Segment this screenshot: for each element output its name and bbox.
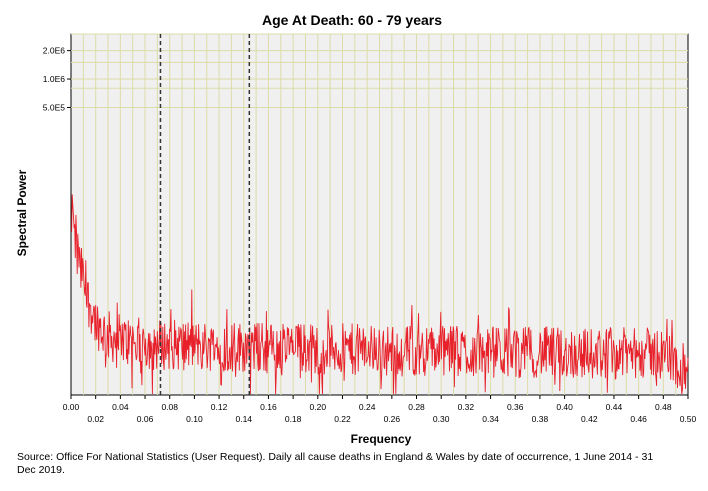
- y-tick-label: 1.0E6: [43, 74, 65, 84]
- x-tick-label: 0.32: [458, 402, 475, 412]
- x-tick-label: 0.42: [581, 414, 598, 424]
- x-tick-label: 0.20: [310, 402, 327, 412]
- x-tick-label: 0.02: [87, 414, 104, 424]
- x-tick-label: 0.04: [112, 402, 129, 412]
- x-tick-label: 0.26: [384, 414, 401, 424]
- x-tick-label: 0.06: [137, 414, 154, 424]
- x-axis-title: Frequency: [351, 432, 412, 446]
- x-tick-label: 0.48: [655, 402, 672, 412]
- x-tick-label: 0.46: [630, 414, 647, 424]
- y-tick-labels: 2.0E6 1.0E6 5.0E5: [43, 46, 71, 112]
- series-layer: [71, 194, 689, 395]
- x-tick-label: 0.36: [507, 402, 524, 412]
- x-tick-label: 0.30: [433, 414, 450, 424]
- x-tick-label: 0.18: [285, 414, 302, 424]
- x-tick-label: 0.16: [260, 402, 277, 412]
- x-tick-label: 0.28: [408, 402, 425, 412]
- x-tick-label: 0.38: [532, 414, 549, 424]
- x-tick-label: 0.22: [334, 414, 351, 424]
- x-tick-label: 0.00: [63, 402, 80, 412]
- x-tick-label: 0.44: [606, 402, 623, 412]
- chart-title: Age At Death: 60 - 79 years: [262, 12, 442, 28]
- x-tick-label: 0.08: [161, 402, 178, 412]
- y-tick-label: 2.0E6: [43, 46, 65, 56]
- x-tick-label: 0.24: [359, 402, 376, 412]
- source-note: Source: Office For National Statistics (…: [17, 451, 654, 476]
- y-axis-title: Spectral Power: [15, 169, 29, 256]
- x-tick-labels: 0.00 0.02 0.04 0.06 0.08 0.10 0.12 0.14 0.16 0.18…: [63, 395, 697, 424]
- x-tick-label: 0.34: [482, 414, 499, 424]
- x-tick-label: 0.14: [235, 414, 252, 424]
- x-tick-label: 0.40: [556, 402, 573, 412]
- x-tick-label: 0.12: [211, 402, 228, 412]
- x-tick-label: 0.50: [680, 414, 697, 424]
- x-tick-label: 0.10: [186, 414, 203, 424]
- spectral-power-line: [71, 194, 689, 395]
- y-tick-label: 5.0E5: [43, 102, 65, 112]
